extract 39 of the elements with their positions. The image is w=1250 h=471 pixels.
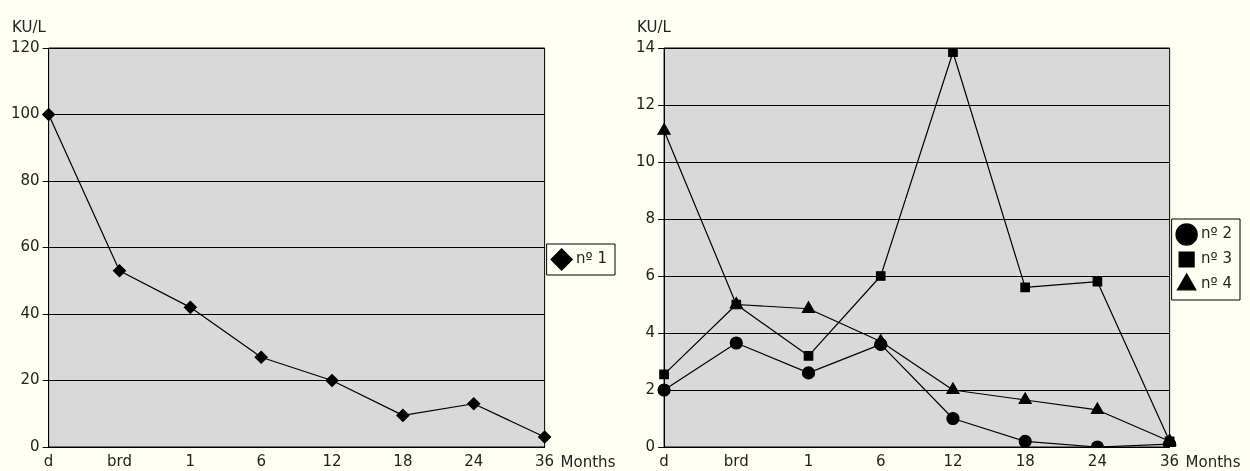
y-tick-label: 80 — [20, 170, 40, 189]
x-tick-label: 18 — [1015, 451, 1035, 470]
x-tick-label: 6 — [256, 451, 266, 470]
x-tick-label: d — [43, 451, 54, 470]
x-axis-title: Months — [560, 453, 616, 471]
x-tick-label: 36 — [535, 451, 555, 470]
x-tick-label: 1 — [185, 451, 196, 470]
legend-label: nº 3 — [1201, 249, 1232, 268]
y-tick-label: 0 — [645, 436, 656, 455]
y-tick-label: 8 — [645, 208, 656, 227]
y-tick-label: 2 — [645, 379, 656, 398]
legend-label: nº 4 — [1201, 274, 1232, 293]
x-tick-label: 24 — [1087, 451, 1107, 470]
y-axis-title: KU/L — [12, 18, 47, 37]
y-tick-label: 60 — [20, 237, 40, 256]
x-tick-label: brd — [723, 451, 749, 470]
y-tick-label: 0 — [30, 436, 40, 455]
y-tick-label: 120 — [10, 37, 40, 56]
y-tick-label: 10 — [635, 151, 656, 170]
x-tick-label: 1 — [803, 451, 814, 470]
y-tick-label: 100 — [10, 104, 40, 123]
x-tick-label: brd — [107, 451, 132, 470]
x-tick-label: 24 — [464, 451, 484, 470]
x-axis-title: Months — [1185, 453, 1241, 471]
y-tick-label: 40 — [20, 303, 40, 322]
x-tick-label: 6 — [875, 451, 886, 470]
y-tick-label: 4 — [645, 322, 656, 341]
y-tick-label: 12 — [635, 94, 656, 113]
x-tick-label: 12 — [322, 451, 342, 470]
y-tick-label: 20 — [20, 370, 40, 389]
x-tick-label: 36 — [1160, 451, 1180, 470]
legend-label: nº 1 — [576, 249, 607, 268]
legend-label: nº 2 — [1201, 224, 1232, 243]
y-tick-label: 6 — [645, 265, 656, 284]
y-tick-label: 14 — [635, 37, 656, 56]
y-axis-title: KU/L — [637, 18, 672, 37]
x-tick-label: 12 — [943, 451, 963, 470]
x-tick-label: d — [659, 451, 669, 470]
x-tick-label: 18 — [393, 451, 413, 470]
